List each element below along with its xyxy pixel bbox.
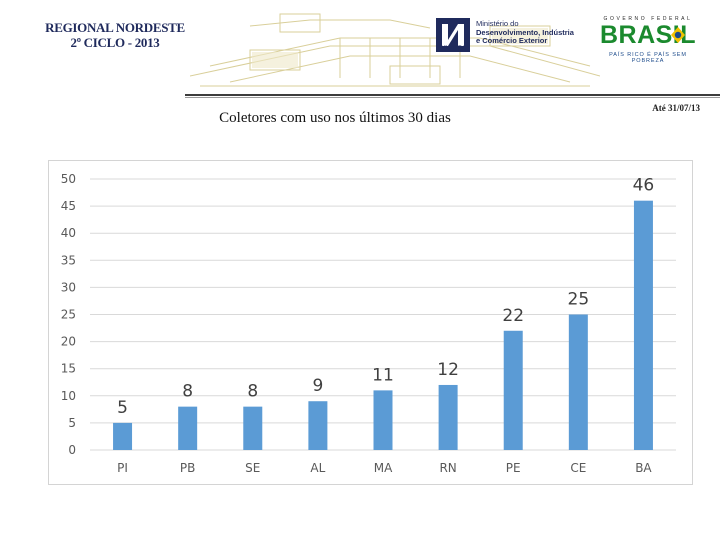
data-label-se: 8 (247, 382, 258, 402)
gov-federal-label: GOVERNO FEDERAL (603, 16, 693, 22)
x-tick-label-ce: CE (570, 461, 586, 475)
regional-line1: REGIONAL NORDESTE (45, 20, 185, 35)
bar-se (243, 406, 263, 450)
x-tick-label-se: SE (245, 461, 260, 475)
data-label-al: 9 (312, 376, 323, 396)
y-tick-label: 25 (61, 308, 76, 322)
bar-ba (633, 200, 653, 450)
bar-rn (438, 384, 458, 450)
data-label-ba: 46 (633, 176, 655, 196)
y-tick-label: 5 (68, 416, 76, 430)
y-tick-label: 45 (61, 199, 76, 213)
data-label-rn: 12 (437, 360, 459, 380)
bar-chart: 0 5 10 15 20 25 30 35 40 45 50 5 8 8 9 11 12 22 25 46 PI PB… (61, 172, 676, 475)
x-tick-label-pb: PB (180, 461, 195, 475)
x-tick-labels: PI PB SE AL MA RN PE CE BA (117, 461, 652, 475)
data-label-ma: 11 (372, 365, 394, 385)
ministerio-label: Ministério do Desenvolvimento, Indústria… (476, 19, 576, 46)
brasil-wordmark: BRASIL (599, 21, 697, 49)
ministerio-line2: Desenvolvimento, Indústria (476, 27, 574, 37)
inmetro-label: INMETRO (439, 46, 467, 52)
bar-ma (373, 390, 393, 450)
x-tick-label-pe: PE (506, 461, 521, 475)
chart-title: Coletores com uso nos últimos 30 dias (219, 110, 451, 126)
ministerio-line3: e Comércio Exterior (476, 36, 548, 45)
data-label-pb: 8 (182, 382, 193, 402)
x-tick-label-al: AL (310, 461, 325, 475)
header-banner: REGIONAL NORDESTE 2º CICLO - 2013 INMETR… (0, 0, 720, 92)
y-tick-label: 20 (61, 335, 76, 349)
brasil-flag-icon (671, 27, 685, 43)
regional-line2: 2º CICLO - 2013 (70, 35, 160, 50)
bar-ce (568, 314, 588, 450)
data-labels: 5 8 8 9 11 12 22 25 46 (117, 176, 654, 418)
bars (113, 200, 653, 450)
y-tick-labels: 0 5 10 15 20 25 30 35 40 45 50 (61, 172, 76, 457)
header-divider (185, 94, 720, 96)
y-tick-label: 50 (61, 172, 76, 186)
brasil-slogan: PAÍS RICO É PAÍS SEM POBREZA (609, 52, 687, 64)
y-tick-label: 40 (61, 226, 76, 240)
y-tick-label: 15 (61, 362, 76, 376)
data-label-pe: 22 (502, 306, 524, 326)
date-label: Até 31/07/13 (652, 103, 700, 113)
x-tick-label-ma: MA (374, 461, 393, 475)
data-label-pi: 5 (117, 398, 128, 418)
ministerio-line1: Ministério do (476, 19, 519, 28)
bar-pe (503, 330, 523, 450)
inmetro-logo-icon (436, 18, 470, 52)
data-label-ce: 25 (568, 290, 590, 310)
y-tick-label: 35 (61, 253, 76, 267)
bar-pb (178, 406, 198, 450)
y-tick-label: 30 (61, 280, 76, 294)
x-tick-label-ba: BA (635, 461, 652, 475)
y-tick-label: 10 (61, 389, 76, 403)
y-tick-label: 0 (68, 443, 76, 457)
x-tick-label-rn: RN (439, 461, 456, 475)
bar-pi (113, 422, 133, 450)
x-tick-label-pi: PI (117, 461, 128, 475)
building-line-art (190, 13, 600, 87)
header-divider-thin (185, 97, 720, 98)
regional-title: REGIONAL NORDESTE 2º CICLO - 2013 (20, 20, 210, 50)
brasil-logo: GOVERNO FEDERAL BRASIL PAÍS RICO É PAÍS … (592, 16, 704, 64)
bar-al (308, 401, 328, 450)
